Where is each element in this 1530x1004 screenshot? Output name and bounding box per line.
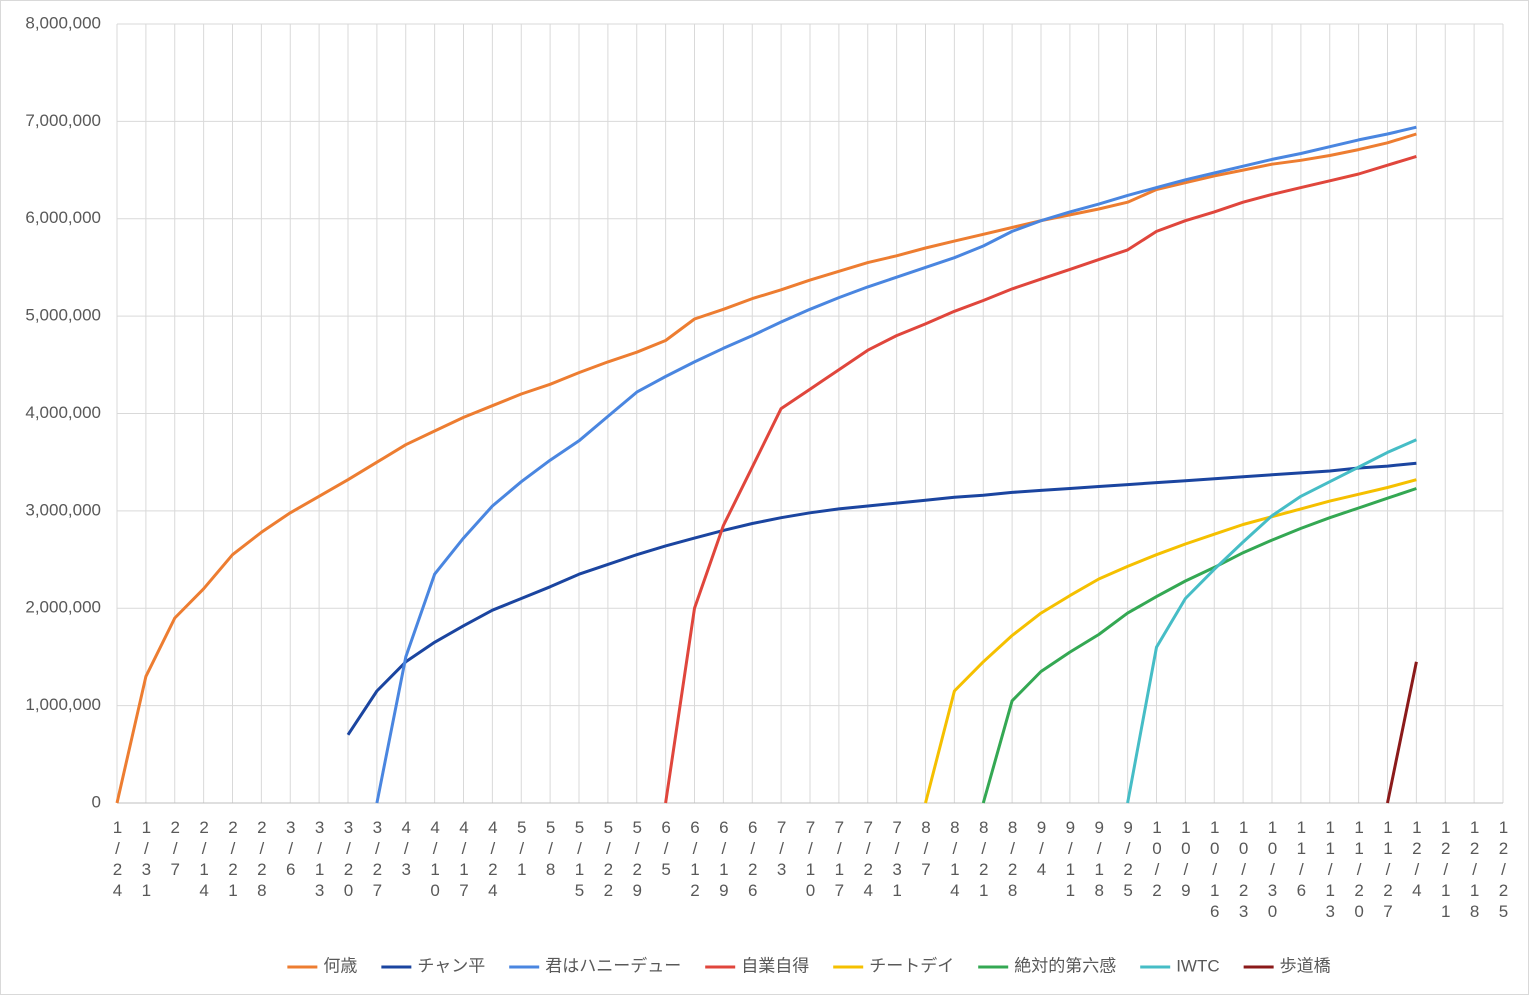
x-tick-label: 12/18 [1465,818,1485,923]
x-tick-label: 11/13 [1320,818,1340,923]
x-tick-label: 12/25 [1494,818,1513,923]
x-tick-label: 10/30 [1263,818,1282,923]
y-tick-label: 6,000,000 [25,208,101,227]
legend-label: チャン平 [417,956,485,975]
series-line [1126,438,1417,804]
x-tick-label: 10/23 [1234,818,1254,923]
x-tick-label: 3/13 [310,818,330,902]
x-tick-label: 8/14 [945,818,965,902]
legend-item: 絶対的第六感 [978,956,1116,975]
x-tick-label: 4/17 [454,818,474,902]
y-tick-label: 8,000,000 [25,13,101,32]
x-tick-label: 5/22 [598,818,618,902]
legend-label: 君はハニーデュー [545,955,681,975]
series-line [981,487,1417,804]
series-line [346,461,1417,736]
x-tick-label: 3/6 [281,818,301,881]
x-tick-label: 7/17 [829,818,849,902]
x-tick-label: 10/9 [1176,818,1196,902]
x-tick-label: 2/28 [252,818,272,902]
x-tick-label: 10/16 [1205,818,1225,923]
legend-label: 絶対的第六感 [1014,956,1116,975]
legend-item: 歩道橋 [1243,956,1331,975]
x-tick-label: 2/21 [223,818,243,902]
series-line [924,478,1417,804]
x-tick-label: 2/14 [194,818,214,902]
x-tick-label: 2/7 [165,818,185,881]
x-tick-label: 10/2 [1147,818,1167,902]
series-line [664,154,1417,804]
x-tick-label: 9/11 [1060,818,1080,902]
x-tick-label: 9/4 [1032,818,1051,881]
x-tick-label: 11/27 [1378,818,1398,923]
y-tick-label: 7,000,000 [25,111,101,130]
series-line [1386,661,1418,804]
y-tick-label: 0 [92,792,101,811]
x-tick-label: 7/3 [772,818,792,881]
y-tick-label: 1,000,000 [25,695,101,714]
x-tick-label: 1/31 [136,818,156,902]
series-line [375,125,1417,804]
y-tick-label: 5,000,000 [25,306,101,325]
x-tick-label: 11/20 [1349,818,1369,923]
y-tick-label: 4,000,000 [25,403,101,422]
x-tick-label: 11/6 [1291,818,1311,902]
legend-label: チートデイ [869,955,954,975]
legend-item: チートデイ [833,955,954,975]
x-tick-label: 6/26 [743,818,763,902]
y-tick-label: 2,000,000 [25,598,101,617]
x-tick-label: 4/24 [483,818,503,902]
x-tick-label: 6/19 [714,818,734,902]
x-tick-label: 8/28 [1003,818,1023,902]
x-tick-label: 5/15 [570,818,589,902]
x-tick-label: 1/24 [108,818,127,902]
legend-item: チャン平 [381,956,485,975]
x-tick-label: 6/12 [685,818,705,902]
x-tick-label: 5/1 [512,818,532,881]
x-tick-label: 9/25 [1118,818,1138,902]
x-tick-label: 8/21 [974,818,994,902]
x-tick-label: 8/7 [916,818,936,881]
x-tick-label: 5/29 [627,818,647,902]
x-tick-label: 7/31 [887,818,907,902]
legend-label: 自業自得 [741,956,809,975]
x-tick-label: 4/10 [425,818,445,902]
legend-item: 自業自得 [705,956,809,975]
x-tick-label: 7/24 [858,818,878,902]
x-tick-label: 7/10 [801,818,820,902]
x-tick-label: 5/8 [541,818,561,881]
legend-label: 何歳 [323,956,357,975]
x-tick-label: 3/20 [339,818,358,902]
x-tick-label: 6/5 [656,818,676,881]
legend-item: IWTC [1140,956,1220,975]
x-tick-label: 12/4 [1407,818,1427,902]
legend-label: IWTC [1176,956,1219,975]
legend-label: 歩道橋 [1280,956,1331,975]
x-tick-label: 12/11 [1436,818,1456,923]
y-tick-label: 3,000,000 [25,500,101,519]
legend-item: 何歳 [287,956,357,975]
x-tick-label: 3/27 [367,818,387,902]
x-tick-label: 9/18 [1089,818,1109,902]
series-line [115,132,1417,804]
legend-item: 君はハニーデュー [509,955,681,975]
x-tick-label: 4/3 [396,818,416,881]
